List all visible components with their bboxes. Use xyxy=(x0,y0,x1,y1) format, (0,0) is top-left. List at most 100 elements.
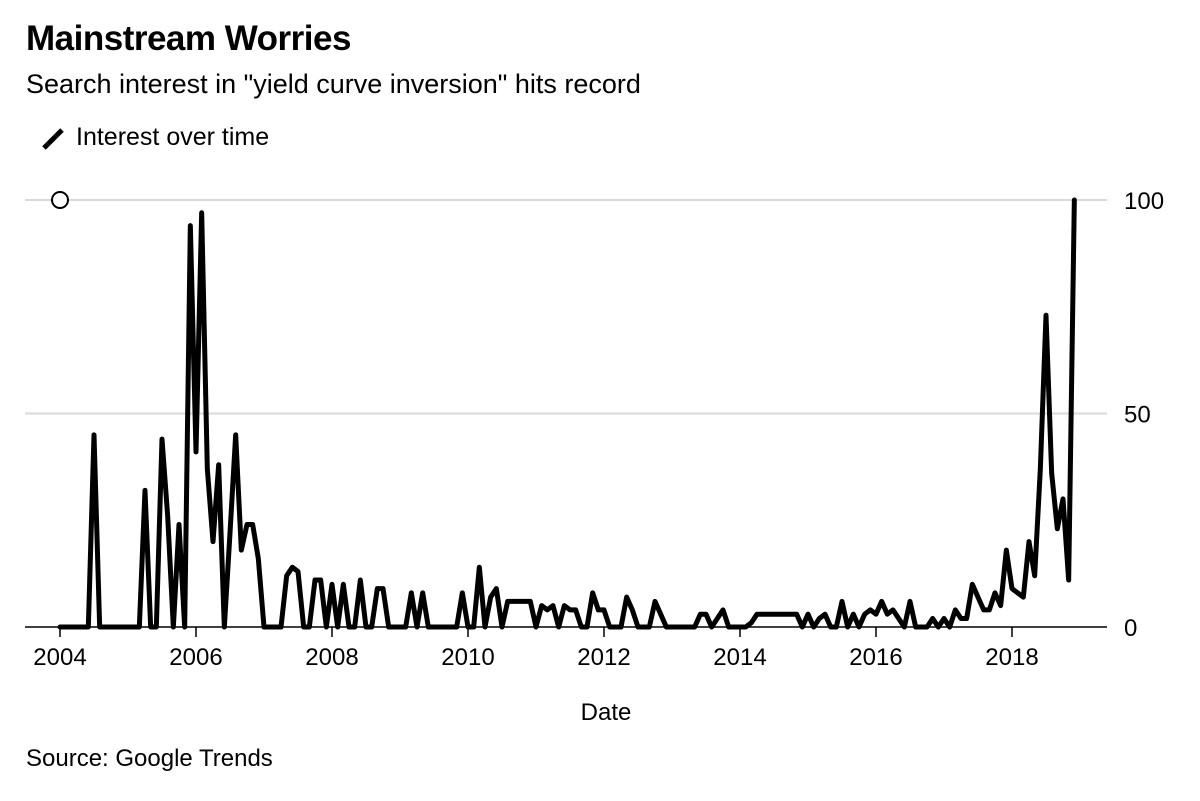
data-point xyxy=(511,599,516,604)
data-point xyxy=(840,599,845,604)
data-point xyxy=(579,625,584,630)
data-point xyxy=(556,625,561,630)
chart-title: Mainstream Worries xyxy=(26,19,351,58)
y-tick-label: 0 xyxy=(1124,615,1137,642)
data-point xyxy=(862,612,867,617)
x-axis: 2004 2006 2008 2010 2012 2014 2016 2018 xyxy=(25,626,1107,671)
data-point xyxy=(330,582,335,587)
data-point xyxy=(80,625,85,630)
data-point xyxy=(522,599,527,604)
data-point xyxy=(658,612,663,617)
marker-layer xyxy=(51,191,69,209)
data-point xyxy=(993,590,998,595)
data-point xyxy=(352,625,357,630)
data-point xyxy=(256,556,261,561)
data-point xyxy=(216,462,221,467)
data-point xyxy=(851,612,856,617)
legend-label: Interest over time xyxy=(76,122,270,151)
data-point xyxy=(483,625,488,630)
x-tick-label: 2004 xyxy=(33,644,86,671)
x-tick-label: 2006 xyxy=(169,644,222,671)
data-point xyxy=(318,578,323,583)
data-point xyxy=(63,625,68,630)
data-point xyxy=(313,578,318,583)
data-point xyxy=(1038,467,1043,472)
data-point xyxy=(641,625,646,630)
data-point xyxy=(273,625,278,630)
data-point xyxy=(681,625,686,630)
y-tick-label: 50 xyxy=(1124,402,1151,429)
data-point xyxy=(364,625,369,630)
data-point xyxy=(828,625,833,630)
data-point xyxy=(1066,578,1071,583)
data-point xyxy=(194,449,199,454)
data-point xyxy=(857,625,862,630)
data-point xyxy=(981,607,986,612)
data-point xyxy=(488,595,493,600)
data-point xyxy=(817,616,822,621)
data-point xyxy=(154,625,159,630)
x-axis-title: Date xyxy=(581,699,632,726)
data-point xyxy=(267,625,272,630)
data-point xyxy=(131,625,136,630)
data-point xyxy=(879,599,884,604)
data-point xyxy=(233,432,238,437)
data-point xyxy=(1032,573,1037,578)
data-point xyxy=(868,607,873,612)
data-point xyxy=(1061,496,1066,501)
data-point xyxy=(290,565,295,570)
data-point xyxy=(687,625,692,630)
data-point xyxy=(403,625,408,630)
data-point xyxy=(998,603,1003,608)
line-swatch-icon xyxy=(40,123,68,151)
data-point xyxy=(602,607,607,612)
data-point xyxy=(250,522,255,527)
data-point xyxy=(517,599,522,604)
series-layer xyxy=(57,197,1077,630)
data-point xyxy=(891,607,896,612)
source-note: Source: Google Trends xyxy=(26,745,273,772)
data-point xyxy=(528,599,533,604)
data-point xyxy=(834,625,839,630)
data-point xyxy=(562,603,567,608)
data-point xyxy=(120,625,125,630)
data-point xyxy=(437,625,442,630)
data-point xyxy=(426,625,431,630)
data-point xyxy=(58,625,63,630)
data-point xyxy=(953,607,958,612)
data-point xyxy=(885,612,890,617)
data-point xyxy=(760,612,765,617)
data-point xyxy=(794,612,799,617)
data-point xyxy=(539,603,544,608)
data-point xyxy=(109,625,114,630)
data-point xyxy=(148,625,153,630)
data-point xyxy=(239,548,244,553)
data-point xyxy=(143,488,148,493)
data-point xyxy=(789,612,794,617)
legend: Interest over time xyxy=(40,120,269,154)
data-point xyxy=(1049,471,1054,476)
data-point xyxy=(199,210,204,215)
data-point xyxy=(432,625,437,630)
data-point xyxy=(75,625,80,630)
data-point xyxy=(721,607,726,612)
x-tick-label: 2014 xyxy=(713,644,766,671)
data-point xyxy=(1010,586,1015,591)
data-point xyxy=(585,625,590,630)
data-point xyxy=(670,625,675,630)
data-point xyxy=(1004,548,1009,553)
x-tick-label: 2008 xyxy=(305,644,358,671)
data-point xyxy=(936,625,941,630)
data-point xyxy=(262,625,267,630)
data-point xyxy=(188,223,193,228)
data-point xyxy=(715,616,720,621)
data-point xyxy=(392,625,397,630)
data-point xyxy=(284,573,289,578)
data-point xyxy=(375,586,380,591)
data-point xyxy=(69,625,74,630)
data-point xyxy=(823,612,828,617)
data-point xyxy=(964,616,969,621)
data-point xyxy=(545,607,550,612)
data-point xyxy=(165,513,170,518)
